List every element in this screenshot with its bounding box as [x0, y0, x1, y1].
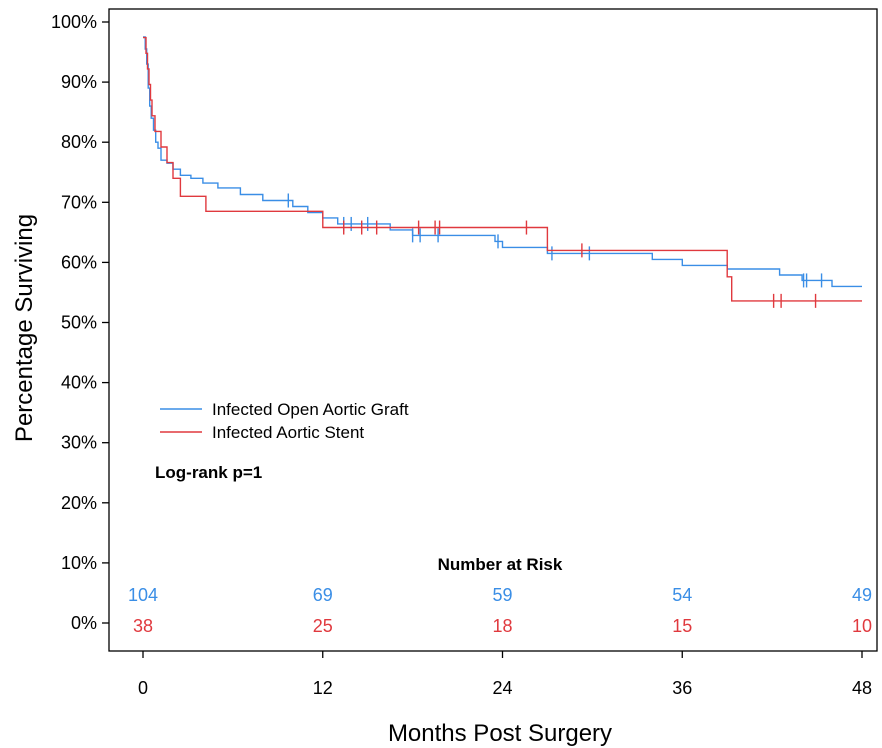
y-tick-label: 90% [61, 72, 97, 92]
risk-count: 59 [492, 585, 512, 605]
risk-count: 18 [492, 616, 512, 636]
risk-count: 54 [672, 585, 692, 605]
y-tick-label: 60% [61, 252, 97, 272]
x-axis-label: Months Post Surgery [388, 720, 612, 747]
series-line-0 [143, 36, 862, 288]
y-tick-label: 0% [71, 613, 97, 633]
risk-count: 10 [852, 616, 872, 636]
x-tick-label: 48 [852, 678, 872, 698]
y-tick-label: 20% [61, 493, 97, 513]
legend-label-graft: Infected Open Aortic Graft [212, 400, 409, 419]
x-tick-label: 12 [313, 678, 333, 698]
y-tick-label: 70% [61, 192, 97, 212]
x-tick-label: 36 [672, 678, 692, 698]
plot-frame [108, 8, 878, 652]
y-tick-label: 40% [61, 373, 97, 393]
risk-count: 15 [672, 616, 692, 636]
risk-count: 69 [313, 585, 333, 605]
y-tick-label: 80% [61, 132, 97, 152]
legend: Infected Open Aortic Graft Infected Aort… [160, 400, 409, 442]
y-axis-label: Percentage Surviving [11, 214, 38, 442]
risk-count: 49 [852, 585, 872, 605]
x-tick-label: 0 [138, 678, 148, 698]
risk-count: 104 [128, 585, 158, 605]
y-tick-label: 50% [61, 313, 97, 333]
legend-label-stent: Infected Aortic Stent [212, 423, 364, 442]
risk-count: 38 [133, 616, 153, 636]
y-tick-label: 30% [61, 433, 97, 453]
series-line-1 [143, 36, 862, 302]
x-tick-label: 24 [492, 678, 512, 698]
risk-table-title: Number at Risk [438, 555, 563, 574]
logrank-annotation: Log-rank p=1 [155, 463, 262, 482]
risk-count: 25 [313, 616, 333, 636]
y-tick-label: 100% [51, 12, 97, 32]
y-tick-label: 10% [61, 553, 97, 573]
